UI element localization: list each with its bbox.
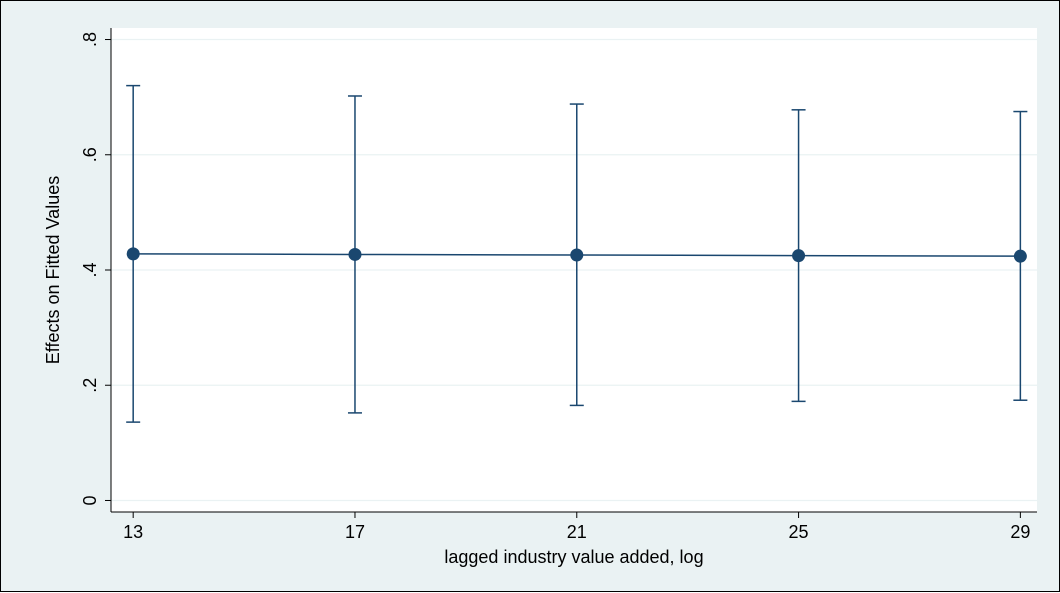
data-point-3 — [792, 249, 806, 263]
x-axis-label: lagged industry value added, log — [444, 547, 703, 567]
x-tick-label-1: 17 — [345, 522, 365, 542]
x-tick-label-3: 25 — [789, 522, 809, 542]
gridlines — [111, 38, 1037, 502]
y-tick-label-0: 0 — [80, 495, 100, 505]
data-point-2 — [570, 248, 584, 262]
y-axis-ticks: 0 .2 .4 .6 .8 — [80, 32, 111, 505]
x-tick-label-0: 13 — [123, 522, 143, 542]
data-points — [126, 247, 1027, 263]
x-tick-label-2: 21 — [567, 522, 587, 542]
y-tick-label-2: .4 — [80, 262, 100, 277]
y-tick-label-3: .6 — [80, 147, 100, 162]
x-axis-ticks: 13 17 21 25 29 — [123, 512, 1030, 542]
data-point-0 — [126, 247, 140, 261]
y-tick-label-1: .2 — [80, 378, 100, 393]
y-tick-label-4: .8 — [80, 32, 100, 47]
y-axis-label: Effects on Fitted Values — [43, 176, 63, 364]
x-tick-label-4: 29 — [1010, 522, 1030, 542]
data-point-1 — [348, 247, 362, 261]
data-point-4 — [1013, 249, 1027, 263]
